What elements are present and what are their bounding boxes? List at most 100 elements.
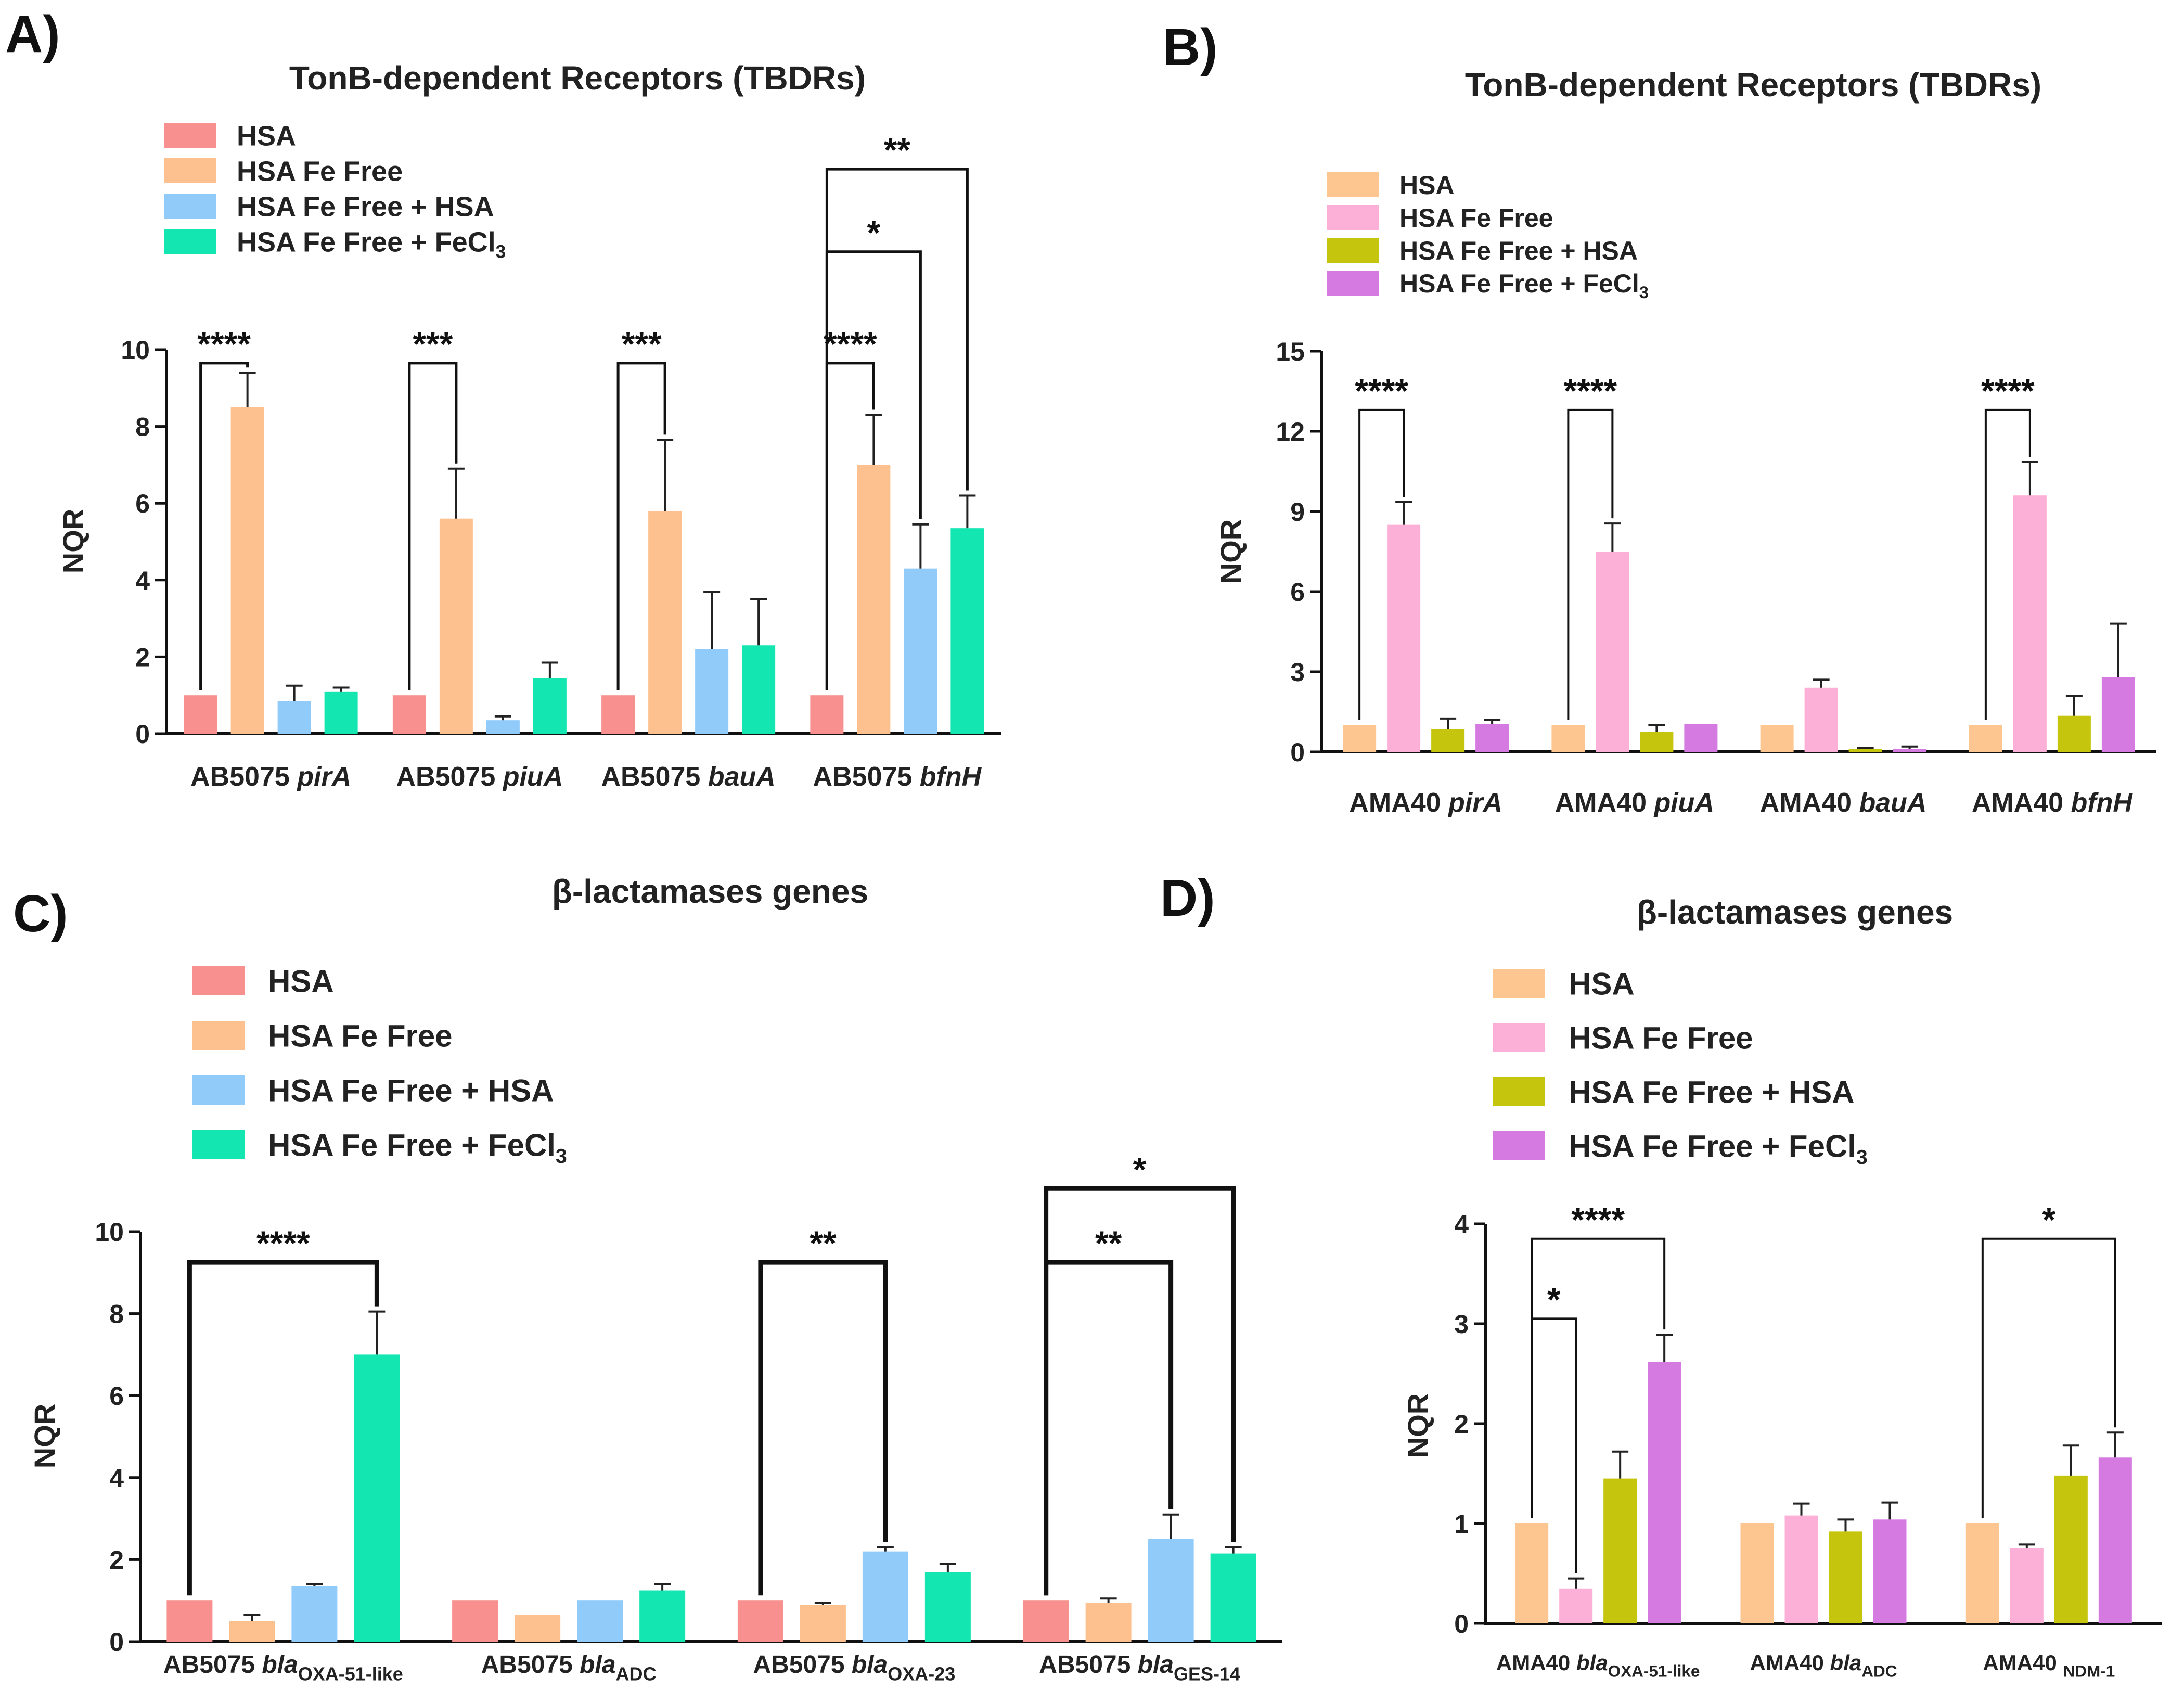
legend-label-text: HSA [268, 964, 334, 999]
bar [1148, 1539, 1194, 1642]
legend-label: HSA [237, 120, 296, 151]
legend-swatch [192, 1021, 245, 1050]
chart-b: B) TonB-dependent Receptors (TBDRs) HSA HSA… [1163, 18, 2156, 818]
y-axis-label: NQR [28, 1404, 61, 1468]
y-tick-label: 4 [135, 566, 150, 595]
category-prefix: AB5075 [190, 762, 297, 792]
significance-bracket [1984, 408, 2031, 720]
bar [452, 1600, 498, 1642]
legend-label-text: HSA Fe Free [268, 1019, 453, 1054]
y-tick-label: 6 [1290, 578, 1305, 607]
significance-bracket [1531, 1237, 1666, 1518]
category-gene: bla [1830, 1650, 1862, 1675]
bar [1740, 1523, 1774, 1623]
significance-label: **** [824, 325, 877, 363]
y-tick-label: 10 [121, 336, 150, 365]
bar [1085, 1603, 1132, 1642]
y-tick-label: 0 [1290, 738, 1305, 767]
significance-bracket [1981, 1237, 2116, 1518]
y-tick-label: 0 [1454, 1609, 1469, 1638]
legend-swatch [164, 123, 216, 148]
chart-c: C) β-lactamases genes HSA HSA Fe Free HSA Fe… [13, 873, 1282, 1684]
category-label: AMA40 bauA [1760, 788, 1927, 818]
legend-swatch [164, 229, 216, 254]
significance-label: **** [197, 325, 251, 363]
bar [1559, 1588, 1593, 1623]
category-subscript: OXA-51-like [298, 1663, 403, 1684]
category-gene: bauA [708, 762, 776, 792]
bar [639, 1590, 686, 1642]
significance-label: **** [256, 1224, 310, 1262]
bar [1848, 749, 1882, 752]
bar [1784, 1515, 1818, 1623]
legend-label-text: HSA Fe Free + HSA [268, 1073, 554, 1108]
category-label: AB5075 blaOXA-51-like [163, 1651, 403, 1684]
category-label: AB5075 piuA [396, 762, 563, 792]
y-tick-label: 3 [1290, 658, 1305, 687]
y-tick-label: 10 [95, 1218, 124, 1247]
significance-label: **** [1571, 1200, 1625, 1239]
category-gene: bla [1576, 1650, 1608, 1675]
legend-swatch [164, 194, 216, 219]
category-subscript: OXA-23 [888, 1663, 955, 1684]
y-tick-label: 15 [1276, 337, 1305, 366]
bar [1596, 552, 1629, 752]
legend-label: HSA Fe Free [268, 1019, 453, 1054]
y-tick-label: 2 [1454, 1410, 1469, 1439]
legend-label: HSA Fe Free + HSA [1569, 1075, 1855, 1110]
bar [533, 677, 567, 734]
significance-label: ** [810, 1224, 837, 1262]
bar [354, 1354, 400, 1642]
y-tick-label: 0 [109, 1628, 124, 1657]
y-tick-label: 4 [109, 1464, 124, 1493]
legend-label: HSA Fe Free + FeCl3 [1569, 1129, 1868, 1169]
bar [1023, 1600, 1069, 1642]
legend-label-text: HSA Fe Free + FeCl [1399, 269, 1639, 298]
category-prefix: AMA40 [1983, 1650, 2063, 1675]
legend-label: HSA Fe Free + FeCl3 [268, 1128, 567, 1168]
bar [1210, 1553, 1256, 1642]
legend-label-text: HSA [1569, 967, 1635, 1002]
y-tick-label: 2 [135, 643, 150, 672]
legend-label-text: HSA Fe Free [237, 156, 403, 187]
significance-label: * [867, 213, 881, 252]
legend-label-subscript: 3 [1639, 283, 1649, 302]
bar [1603, 1478, 1637, 1623]
category-subscript: OXA-51-like [1608, 1662, 1700, 1681]
category-gene: bla [262, 1651, 298, 1679]
bar [277, 701, 311, 734]
legend-swatch [1493, 969, 1545, 998]
category-label: AB5075 blaOXA-23 [753, 1651, 955, 1684]
bar [1343, 725, 1377, 752]
chart-d: D) β-lactamases genes HSA HSA Fe Free HSA Fe… [1160, 869, 2162, 1681]
category-label: AMA40 NDM-1 [1983, 1650, 2115, 1681]
category-label: AB5075 blaADC [481, 1651, 657, 1684]
bar [230, 407, 264, 734]
legend-label-text: HSA [1399, 171, 1455, 200]
bar [800, 1605, 846, 1642]
legend-label: HSA Fe Free + FeCl3 [237, 226, 506, 262]
legend-swatch [192, 966, 245, 995]
category-label: AB5075 pirA [190, 762, 351, 792]
legend-label: HSA Fe Free + HSA [1399, 236, 1638, 265]
category-label: AMA40 piuA [1555, 788, 1714, 818]
significance-label: **** [1981, 372, 2035, 410]
significance-label: * [2042, 1200, 2055, 1239]
chart-a: A) TonB-dependent Receptors (TBDRs) HSA HSA… [5, 5, 1001, 792]
y-tick-label: 3 [1454, 1310, 1469, 1339]
category-gene: bfnH [2071, 788, 2134, 818]
significance-bracket [758, 1260, 888, 1596]
legend-label-text: HSA Fe Free + HSA [1569, 1075, 1855, 1110]
panel-label: B) [1163, 18, 1218, 76]
bar [392, 695, 426, 734]
bar [515, 1615, 561, 1642]
category-label: AMA40 pirA [1349, 788, 1502, 818]
legend-swatch [1493, 1023, 1545, 1052]
category-gene: bauA [1859, 788, 1926, 818]
category-prefix: AMA40 [1750, 1650, 1830, 1675]
bar [1873, 1519, 1907, 1623]
legend-label: HSA [1399, 171, 1455, 200]
legend-swatch [1327, 205, 1379, 230]
bar [2054, 1475, 2088, 1623]
bar [486, 720, 520, 734]
